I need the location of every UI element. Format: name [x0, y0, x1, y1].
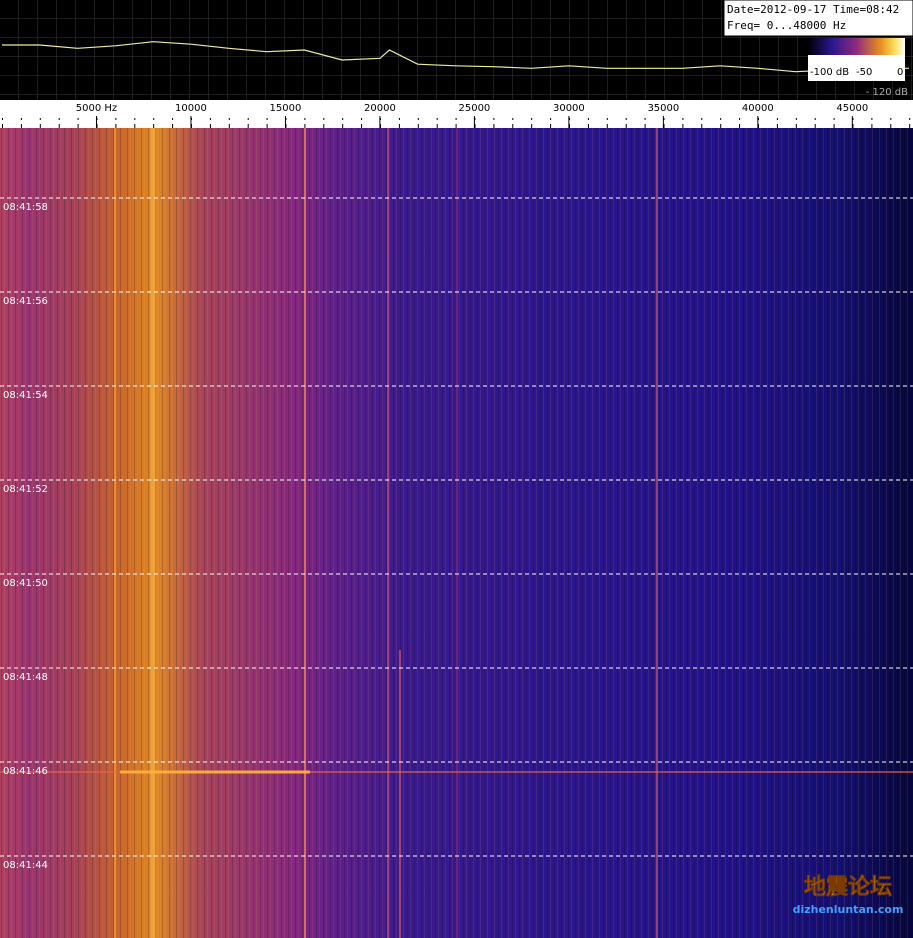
header-box	[723, 0, 913, 37]
x-tick-label: 30000	[553, 103, 585, 114]
colorbar-scale	[808, 55, 905, 81]
watermark: 地震论坛	[804, 874, 892, 900]
time-label: 08:41:46	[3, 766, 48, 777]
x-tick-label: 35000	[647, 103, 679, 114]
spectrum-trace	[2, 41, 909, 73]
time-label: 08:41:50	[3, 578, 48, 589]
time-label: 08:41:44	[3, 860, 48, 871]
x-tick-label: 10000	[175, 103, 207, 114]
time-label: 08:41:58	[3, 202, 48, 213]
colorbar-label: -50	[856, 67, 872, 78]
x-tick-label: 25000	[458, 103, 490, 114]
colorbar-label: -100 dB	[810, 67, 849, 78]
colorbar	[808, 38, 905, 55]
x-tick-label: 15000	[270, 103, 302, 114]
x-tick-label: 20000	[364, 103, 396, 114]
time-label: 08:41:48	[3, 672, 48, 683]
time-label: 08:41:52	[3, 484, 48, 495]
spectrum-floor-label: - 120 dB	[866, 87, 908, 98]
time-label: 08:41:56	[3, 296, 48, 307]
waterfall-features	[0, 128, 913, 938]
time-label: 08:41:54	[3, 390, 48, 401]
header-freq: Freq= 0...48000 Hz	[727, 19, 846, 32]
minor-ticks	[0, 118, 913, 128]
watermark-url: dizhenluntan.com	[793, 903, 904, 916]
header-date: Date=2012-09-17 Time=08:42	[727, 3, 899, 16]
x-tick-label: 5000 Hz	[76, 103, 117, 114]
x-tick-label: 45000	[836, 103, 868, 114]
colorbar-label: 0	[897, 67, 903, 78]
x-tick-label: 40000	[742, 103, 774, 114]
